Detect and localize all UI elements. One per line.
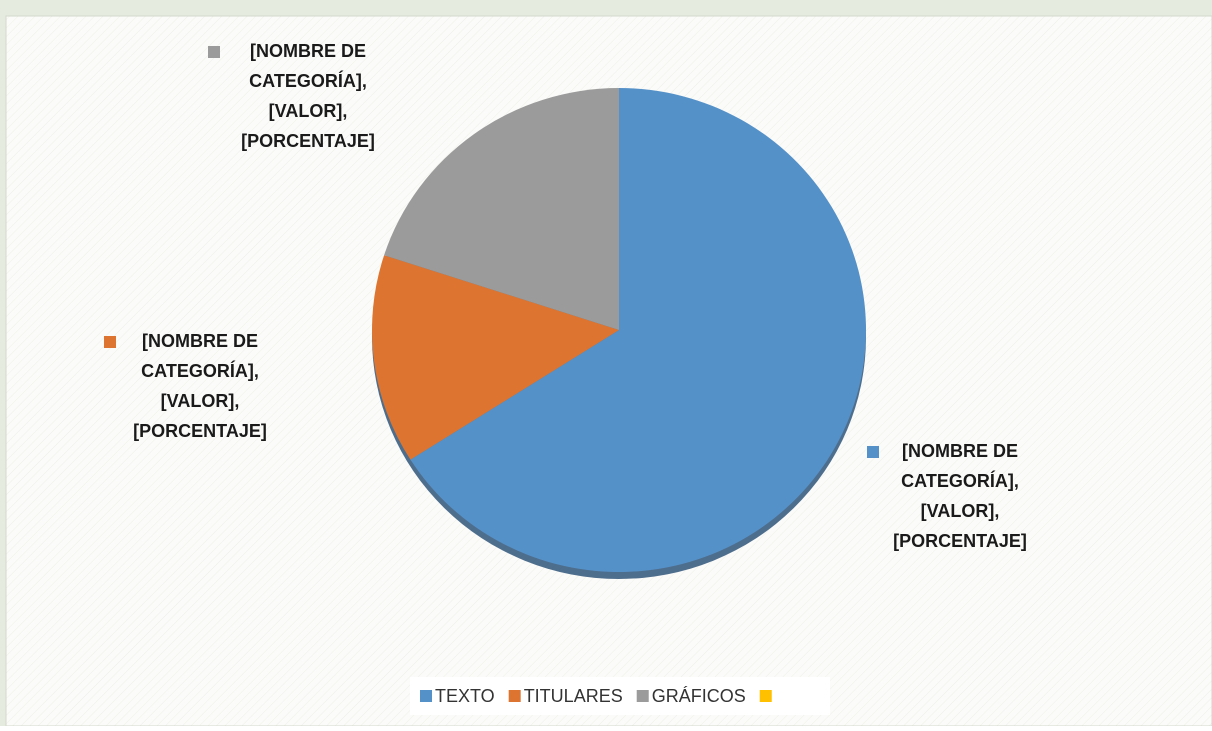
data-label: CATEGORÍA],	[249, 70, 367, 91]
data-label: CATEGORÍA],	[901, 470, 1019, 491]
data-label: [VALOR],	[921, 501, 1000, 521]
legend-marker	[759, 690, 772, 702]
data-label: [VALOR],	[269, 101, 348, 121]
data-label: [NOMBRE DE	[250, 41, 366, 61]
label-marker	[867, 446, 879, 458]
pie-slice	[384, 88, 619, 330]
legend-marker	[508, 690, 521, 702]
pie-slice	[410, 88, 867, 573]
legend-label: TEXTO	[435, 686, 495, 706]
data-label: [PORCENTAJE]	[241, 131, 375, 151]
label-marker	[104, 336, 116, 348]
data-label: [VALOR],	[161, 391, 240, 411]
data-label: [PORCENTAJE]	[133, 421, 267, 441]
label-marker	[208, 46, 220, 58]
data-label: CATEGORÍA],	[141, 360, 259, 381]
legend-label: GRÁFICOS	[652, 686, 746, 706]
data-label: [NOMBRE DE	[902, 441, 1018, 461]
legend-marker	[420, 690, 432, 702]
legend-label: TITULARES	[524, 686, 623, 706]
data-label: [NOMBRE DE	[142, 331, 258, 351]
pie-slice	[372, 255, 619, 460]
legend-marker	[636, 690, 649, 702]
data-label: [PORCENTAJE]	[893, 531, 1027, 551]
